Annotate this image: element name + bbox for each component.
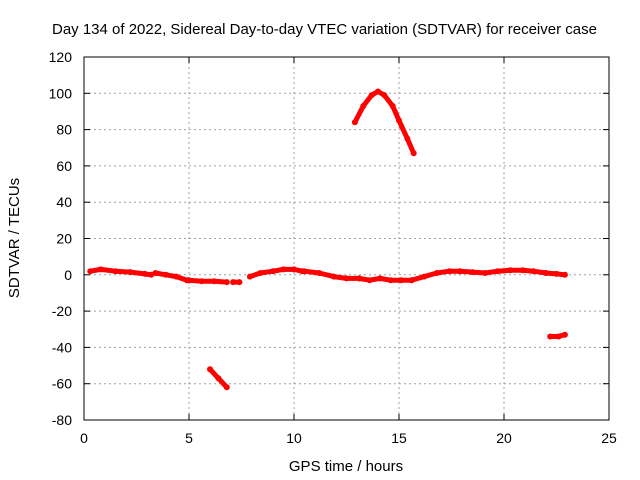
data-point (387, 277, 394, 284)
y-tick-label: -40 (52, 339, 72, 355)
data-point (141, 270, 148, 277)
chart-title: Day 134 of 2022, Sidereal Day-to-day VTE… (52, 21, 597, 38)
data-point (482, 270, 489, 276)
data-point (375, 88, 381, 95)
data-point (494, 268, 501, 275)
data-segment (152, 270, 190, 283)
data-point (530, 268, 537, 275)
data-point (396, 117, 402, 124)
data-point (152, 270, 159, 276)
data-point (507, 267, 514, 274)
data-point (223, 384, 230, 391)
data-point (561, 271, 568, 278)
data-point (543, 270, 549, 276)
x-axis-label: GPS time / hours (289, 458, 403, 475)
data-point (211, 278, 218, 285)
y-tick-label: 120 (49, 49, 73, 65)
x-tick-label: 20 (496, 430, 512, 446)
data-point (330, 273, 337, 280)
x-tick-label: 0 (80, 430, 88, 446)
data-point (377, 275, 384, 282)
x-tick-label: 25 (601, 430, 617, 446)
data-point (112, 268, 119, 275)
data-point (236, 279, 243, 286)
data-point (280, 266, 287, 273)
data-segment (352, 89, 417, 156)
data-point (291, 266, 297, 273)
data-point (316, 270, 323, 276)
data-point (215, 375, 222, 382)
data-point (230, 279, 237, 286)
data-point (186, 277, 192, 284)
data-point (207, 366, 213, 373)
data-point (301, 268, 308, 275)
data-point (356, 275, 363, 282)
data-point (433, 270, 440, 276)
data-point (343, 275, 350, 282)
data-point (257, 270, 264, 276)
data-point (246, 273, 253, 280)
y-tick-label: 100 (49, 85, 73, 101)
data-point (404, 135, 411, 142)
y-tick-label: -80 (52, 412, 72, 428)
data-point (223, 279, 230, 286)
y-tick-label: 80 (56, 122, 72, 138)
data-point (368, 92, 375, 99)
y-axis-label: SDTVAR / TECUs (6, 178, 23, 298)
data-point (162, 271, 169, 278)
x-tick-label: 15 (391, 430, 407, 446)
data-point (398, 277, 405, 284)
data-point (446, 268, 453, 275)
data-point (270, 268, 276, 275)
data-point (127, 269, 134, 276)
data-point (173, 273, 180, 280)
y-tick-label: -20 (52, 303, 72, 319)
data-point (456, 268, 463, 275)
x-tick-label: 10 (286, 430, 302, 446)
data-point (410, 150, 417, 157)
data-point (469, 269, 476, 276)
data-point (408, 277, 415, 284)
y-tick-label: -60 (52, 376, 72, 392)
y-tick-label: 40 (56, 194, 72, 210)
data-point (97, 266, 104, 273)
data-point (381, 92, 388, 99)
data-point (547, 333, 554, 340)
data-segment (186, 277, 230, 285)
gridlines (84, 57, 609, 420)
x-tick-label: 5 (185, 430, 193, 446)
y-tick-label: 60 (56, 158, 72, 174)
data-point (366, 277, 373, 284)
data-point (198, 278, 205, 285)
data-point (351, 119, 358, 126)
data-point (555, 333, 562, 340)
data-point (87, 268, 94, 275)
data-point (553, 270, 560, 277)
y-tick-label: 0 (64, 267, 72, 283)
data-series (87, 88, 568, 391)
data-point (360, 103, 367, 109)
axis-ticks: 0 5 10 15 20 25 -80 -60 -40 -20 0 20 40 60 80 100 120 (49, 49, 617, 446)
data-point (421, 273, 428, 280)
data-point (389, 103, 396, 109)
data-point (561, 331, 568, 338)
y-tick-label: 20 (56, 231, 72, 247)
data-point (519, 267, 526, 274)
